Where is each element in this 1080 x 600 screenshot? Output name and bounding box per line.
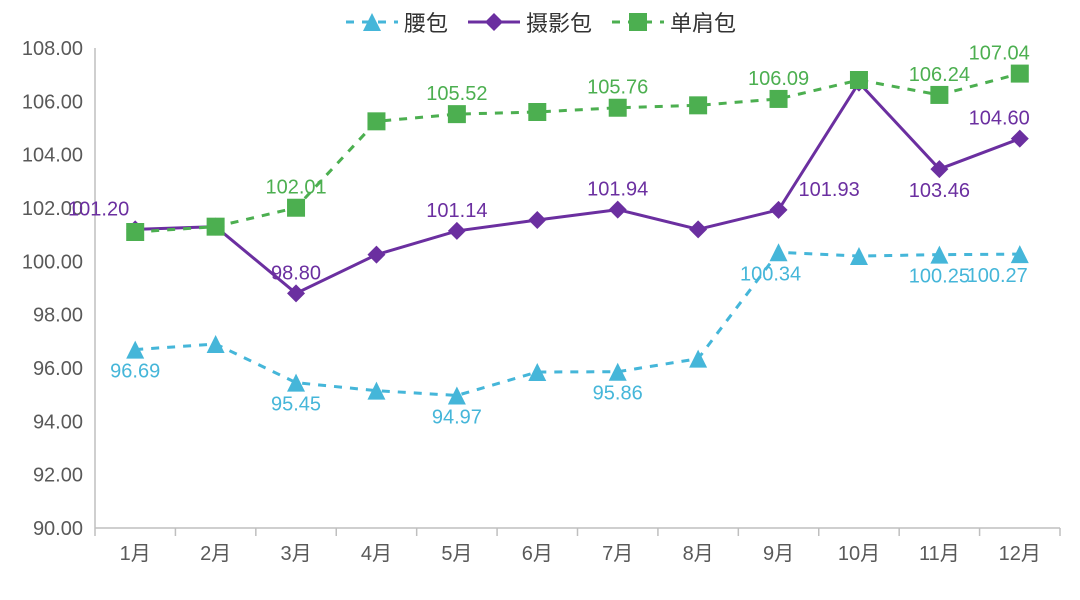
data-label: 105.52 [426,83,487,105]
legend-swatch-shoulder-bag [610,11,666,33]
legend-swatch-camera-bag [466,11,522,33]
data-label: 103.46 [909,180,970,202]
data-label: 96.69 [110,361,160,383]
data-label: 106.09 [748,68,809,90]
ytick-label: 108.00 [22,38,83,60]
xtick-label: 11月 [919,543,960,565]
data-label: 100.27 [967,265,1028,287]
xtick-label: 12月 [999,543,1041,565]
ytick-label: 98.00 [33,305,83,327]
data-label: 104.60 [969,108,1030,130]
ytick-label: 94.00 [33,411,83,433]
data-label: 101.93 [799,179,860,201]
legend-swatch-waist-bag [344,11,400,33]
data-label: 94.97 [432,406,482,428]
xtick-label: 2月 [200,543,231,565]
xtick-label: 9月 [763,543,794,565]
data-label: 100.34 [740,263,801,285]
ytick-label: 100.00 [22,251,83,273]
ytick-label: 106.00 [22,91,83,113]
xtick-label: 8月 [683,543,714,565]
data-label: 107.04 [969,43,1030,65]
xtick-label: 7月 [602,543,633,565]
legend: 腰包 摄影包 单肩包 [0,0,1080,38]
data-label: 101.14 [426,200,487,222]
data-label: 95.86 [593,383,643,405]
data-label: 105.76 [587,77,648,99]
ytick-label: 90.00 [33,518,83,540]
data-label: 95.45 [271,394,321,416]
xtick-label: 4月 [361,543,392,565]
legend-label: 单肩包 [670,6,736,38]
xtick-label: 10月 [838,543,880,565]
legend-label: 摄影包 [526,6,592,38]
data-label: 101.20 [68,198,129,220]
legend-item-waist-bag: 腰包 [344,6,448,38]
legend-label: 腰包 [404,6,448,38]
data-label: 98.80 [271,262,321,284]
data-label: 106.24 [909,64,970,86]
xtick-label: 1月 [120,543,151,565]
ytick-label: 104.00 [22,145,83,167]
legend-item-camera-bag: 摄影包 [466,6,592,38]
xtick-label: 3月 [280,543,311,565]
line-chart: 腰包 摄影包 单肩包 90.00 92.00 94.00 96.00 98.00 100.… [0,0,1080,600]
data-label: 101.94 [587,179,648,201]
xtick-label: 6月 [522,543,553,565]
data-label: 100.25 [909,266,970,288]
data-label: 102.01 [265,177,326,199]
ytick-label: 96.00 [33,358,83,380]
legend-item-shoulder-bag: 单肩包 [610,6,736,38]
xtick-label: 5月 [441,543,472,565]
chart-plot: 90.0092.0094.0096.0098.00100.00102.00104… [0,38,1080,598]
ytick-label: 92.00 [33,465,83,487]
